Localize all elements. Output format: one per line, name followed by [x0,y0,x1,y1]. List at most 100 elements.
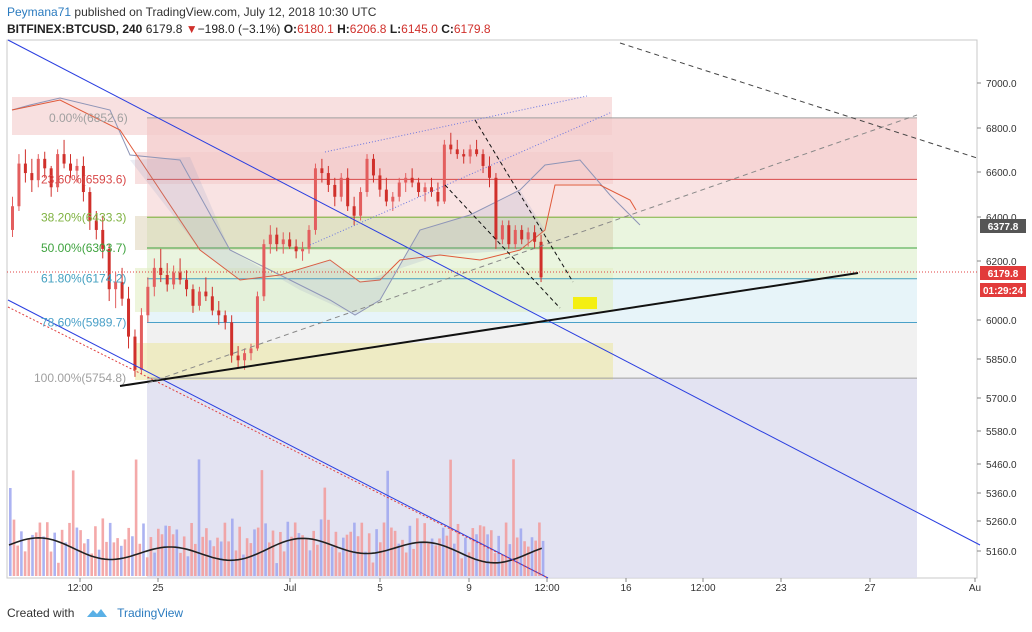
volume-bar [386,470,389,576]
change-arrow-icon: ▼ [185,22,198,36]
candle-body [56,154,60,188]
candle-body [294,246,298,252]
high-label: H: [337,22,350,36]
volume-bar [471,528,475,576]
y-tick-label: 7000.0 [986,79,1017,90]
volume-bar [319,519,323,576]
published-text: published on TradingView.com, July 12, 2… [74,5,377,19]
x-tick-label: 27 [864,583,876,594]
volume-bar [60,529,64,576]
volume-bar [438,538,441,576]
candle-body [17,163,21,207]
candle-body [281,239,285,245]
candle-body [191,289,195,306]
black-dashed-descent [474,119,574,283]
candle-body [533,232,537,242]
candle-body [436,192,440,202]
volume-bar [205,528,208,576]
volume-bar [308,550,312,576]
fib-box [135,343,613,380]
volume-bar [301,535,304,576]
candle-body [449,144,453,150]
volume-bar [94,526,97,576]
symbol-label[interactable]: BITFINEX:BTCUSD, 240 [7,22,143,36]
y-tick-label: 6600.0 [986,168,1017,179]
x-tick-label: 23 [775,583,787,594]
candle-body [539,241,543,278]
volume-bar [260,470,264,576]
candle-body [49,168,53,188]
candle-body [120,282,124,299]
candle-body [172,272,176,285]
volume-bar [282,551,286,576]
fib-box [12,97,612,135]
volume-bar [145,557,149,576]
candle-body [178,272,182,280]
volume-bar [179,552,182,576]
volume-bar [297,533,301,576]
tradingview-link[interactable]: TradingView [117,606,184,620]
ichimoku-span-b [11,97,641,316]
volume-bar [490,530,493,576]
fib-label: 50.00%(6303.7) [41,241,126,255]
candle-body [526,232,530,240]
volume-bar [83,543,86,576]
volume-bar [504,522,508,576]
volume-bar [271,530,275,576]
candle-body [313,168,317,230]
volume-bar [286,521,290,576]
volume-bar [64,542,68,576]
volume-bar [86,539,90,576]
volume-bar [371,562,375,576]
symbol-ohlc-line: BITFINEX:BTCUSD, 240 6179.8 ▼−198.0 (−3.… [7,22,491,36]
volume-bar [434,545,438,576]
candle-body [320,168,324,174]
y-tick-label: 5700.0 [986,394,1017,405]
author-link[interactable]: Peymana71 [7,5,72,19]
red-dotted-line [7,306,549,579]
volume-bar [523,541,526,576]
y-tick-label: 5360.0 [986,489,1017,500]
last-price-tag: 6179.8 [988,269,1019,280]
y-tick-label: 6200.0 [986,257,1017,268]
candle-body [262,244,266,297]
gray-dashed-line [147,114,918,384]
volume-bar [249,543,253,576]
y-tick-label: 5460.0 [986,460,1017,471]
fib-label: 23.60%(6593.6) [41,172,126,186]
candle-body [217,310,221,316]
candle-body [301,248,305,252]
candle-body [494,177,498,240]
volume-bar [541,540,545,576]
volume-ma-line [8,536,543,564]
volume-bar [194,543,197,576]
black-support-line [119,272,859,387]
candle-body [468,149,472,157]
volume-bar [127,527,130,576]
chart-publisher-line: Peymana71 published on TradingView.com, … [7,5,376,19]
candle-body [475,149,479,155]
candle-body [88,192,92,221]
candle-body [404,177,408,183]
volume-bar [49,551,53,576]
y-tick-label: 5160.0 [986,547,1017,558]
volume-bar [453,543,456,576]
volume-bar [227,541,230,576]
created-with-text: Created with [7,606,75,620]
candle-body [520,229,524,240]
volume-bar [441,527,445,576]
candle-body [378,175,382,190]
last-price: 6179.8 [145,22,183,36]
volume-bar [527,546,530,576]
volume-bar [138,543,142,576]
open-label: O: [283,22,298,36]
fib-band [147,179,917,218]
volume-bar [356,536,360,576]
volume-bar [160,534,164,576]
countdown-tag: 01:29:24 [983,286,1023,297]
volume-bar [97,549,101,576]
candle-body [197,291,201,306]
volume-bar [242,554,245,576]
volume-bar [478,525,482,576]
